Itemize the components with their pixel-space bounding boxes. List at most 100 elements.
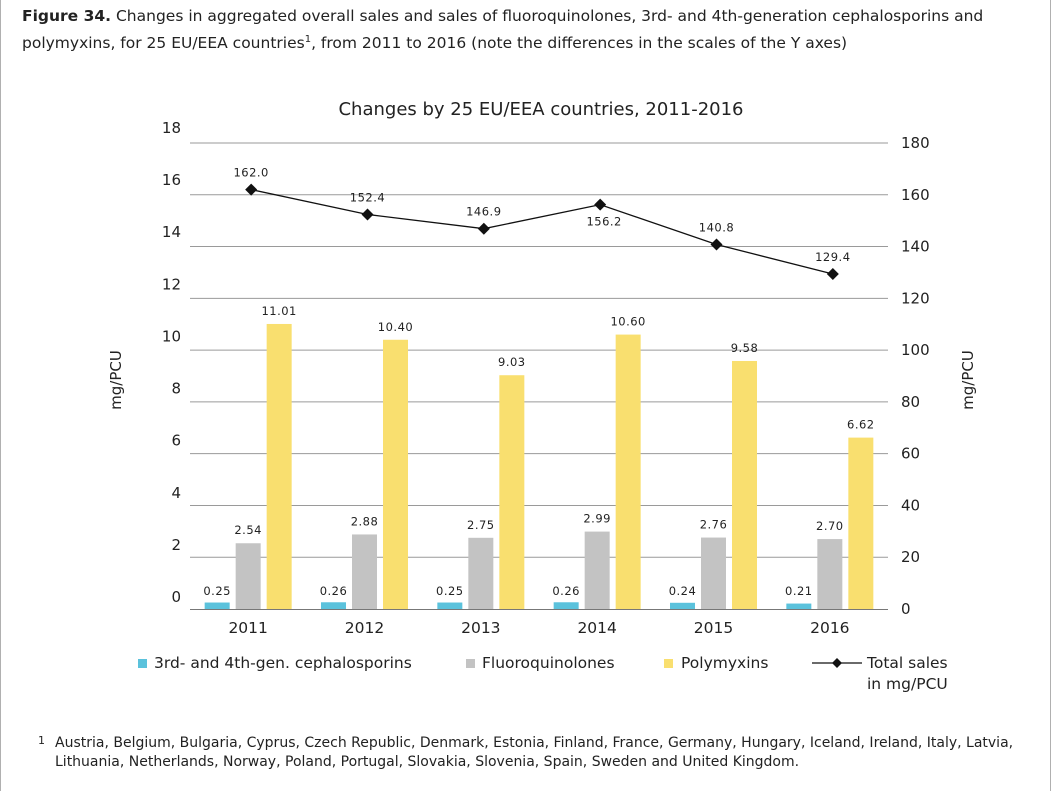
data-label-cephalosporins: 0.26 — [552, 584, 580, 598]
data-label-polymyxins: 9.58 — [731, 341, 759, 355]
bars — [204, 323, 874, 609]
bar-cephalosporins — [553, 602, 579, 609]
y-tick-label-right: 160 — [901, 186, 930, 204]
y-tick-label-right: 80 — [901, 393, 920, 411]
data-label-polymyxins: 10.40 — [378, 320, 413, 334]
data-label-fluoroquinolones: 2.76 — [700, 518, 728, 532]
data-label-cephalosporins: 0.21 — [785, 584, 813, 598]
data-label-fluoroquinolones: 2.70 — [816, 519, 844, 533]
bar-cephalosporins — [786, 603, 812, 609]
bar-cephalosporins — [670, 602, 695, 609]
y-tick-label-left: 12 — [162, 275, 181, 293]
bar-polymyxins — [615, 334, 641, 609]
data-label-polymyxins: 6.62 — [847, 418, 875, 432]
data-label-fluoroquinolones: 2.54 — [234, 523, 262, 537]
bar-cephalosporins — [204, 602, 230, 609]
y-tick-label-right: 60 — [901, 445, 920, 463]
legend-label-polymyxins: Polymyxins — [681, 654, 768, 672]
figure-label: Figure 34. — [22, 7, 112, 25]
x-tick-label: 2016 — [810, 619, 849, 637]
legend-label-total-sales-line1: Total sales — [866, 654, 948, 672]
y-tick-label-left: 0 — [171, 588, 181, 606]
data-label-fluoroquinolones: 2.99 — [583, 512, 611, 526]
bar-fluoroquinolones — [701, 537, 726, 609]
x-tick-label: 2012 — [345, 619, 384, 637]
figure-caption-text: Changes in aggregated overall sales and … — [22, 7, 984, 53]
y-tick-label-left: 10 — [162, 327, 181, 345]
bar-fluoroquinolones — [584, 531, 610, 609]
legend-swatch-fluoroquinolones — [466, 659, 475, 668]
legend-label-fluoroquinolones: Fluoroquinolones — [482, 654, 615, 672]
y-tick-label-right: 20 — [901, 548, 920, 566]
y-tick-label-left: 6 — [171, 432, 181, 450]
y-tick-label-left: 8 — [171, 380, 181, 398]
data-label-cephalosporins: 0.25 — [436, 584, 464, 598]
total-sales-point — [826, 267, 839, 280]
legend-label-total-sales-line2: in mg/PCU — [867, 675, 948, 693]
y-tick-label-left: 14 — [162, 223, 181, 241]
data-label-total-sales: 156.2 — [586, 215, 621, 229]
footnote-text: Austria, Belgium, Bulgaria, Cyprus, Czec… — [55, 735, 1014, 770]
total-sales-point — [710, 238, 723, 251]
y-tick-label-right: 120 — [901, 289, 930, 307]
data-label-fluoroquinolones: 2.75 — [467, 518, 495, 532]
total-sales-point — [361, 208, 374, 221]
bar-polymyxins — [266, 323, 292, 609]
data-label-cephalosporins: 0.26 — [320, 584, 348, 598]
bar-cephalosporins — [321, 602, 346, 609]
legend-label-cephalosporins: 3rd- and 4th-gen. cephalosporins — [154, 654, 412, 672]
legend: 3rd- and 4th-gen. cephalosporins Fluoroqu… — [138, 654, 948, 693]
data-label-cephalosporins: 0.24 — [669, 584, 697, 598]
data-label-total-sales: 129.4 — [815, 250, 850, 264]
data-label-total-sales: 152.4 — [350, 190, 385, 204]
y-tick-label-right: 0 — [901, 600, 911, 618]
gridlines — [190, 142, 888, 610]
total-sales-point — [245, 183, 258, 196]
data-label-total-sales: 162.0 — [233, 166, 268, 180]
bar-polymyxins — [499, 375, 525, 609]
y-tick-label-left: 2 — [171, 536, 181, 554]
data-label-total-sales: 140.8 — [699, 220, 734, 234]
data-label-polymyxins: 10.60 — [610, 315, 645, 329]
bar-fluoroquinolones — [352, 534, 377, 609]
bar-fluoroquinolones — [468, 537, 494, 609]
x-tick-label: 2011 — [228, 619, 267, 637]
total-sales-point — [477, 222, 490, 235]
x-tick-label: 2014 — [577, 619, 616, 637]
chart-title: Changes by 25 EU/EEA countries, 2011-201… — [338, 99, 743, 120]
y-tick-label-left: 18 — [162, 119, 181, 137]
bar-polymyxins — [848, 437, 874, 609]
total-line — [245, 183, 839, 280]
data-label-cephalosporins: 0.25 — [203, 584, 231, 598]
data-label-total-sales: 146.9 — [466, 205, 501, 219]
chart-text: 0 20 40 60 80 100 120 140 160 180 0 2 4 6 8 10 12 14 16 18 C… — [107, 99, 977, 637]
legend-swatch-polymyxins — [664, 659, 673, 668]
data-label-polymyxins: 9.03 — [498, 355, 526, 369]
figure-caption: Figure 34. Changes in aggregated overall… — [22, 4, 1032, 55]
y-tick-label-left: 4 — [171, 484, 181, 502]
footnote-marker: 1 — [304, 34, 312, 45]
footnote-number: 1 — [38, 734, 45, 747]
bar-cephalosporins — [437, 602, 463, 609]
y-axis-title-left: mg/PCU — [107, 350, 125, 410]
data-label-fluoroquinolones: 2.88 — [351, 514, 379, 528]
y-tick-label-right: 180 — [901, 134, 930, 152]
bar-polymyxins — [732, 360, 757, 609]
legend-swatch-cephalosporins — [138, 659, 147, 668]
y-tick-label-left: 16 — [162, 171, 181, 189]
bar-fluoroquinolones — [235, 543, 261, 609]
y-tick-label-right: 40 — [901, 496, 920, 514]
x-tick-label: 2013 — [461, 619, 500, 637]
data-label-polymyxins: 11.01 — [261, 304, 296, 318]
total-sales-line — [251, 188, 833, 275]
y-tick-label-right: 100 — [901, 341, 930, 359]
x-tick-label: 2015 — [694, 619, 733, 637]
y-axis-title-right: mg/PCU — [959, 350, 977, 410]
total-sales-point — [594, 198, 607, 211]
figure-caption-text-end: , from 2011 to 2016 (note the difference… — [311, 34, 848, 53]
bar-fluoroquinolones — [817, 539, 843, 609]
bar-polymyxins — [383, 339, 408, 609]
legend-marker-total-sales — [832, 658, 842, 668]
